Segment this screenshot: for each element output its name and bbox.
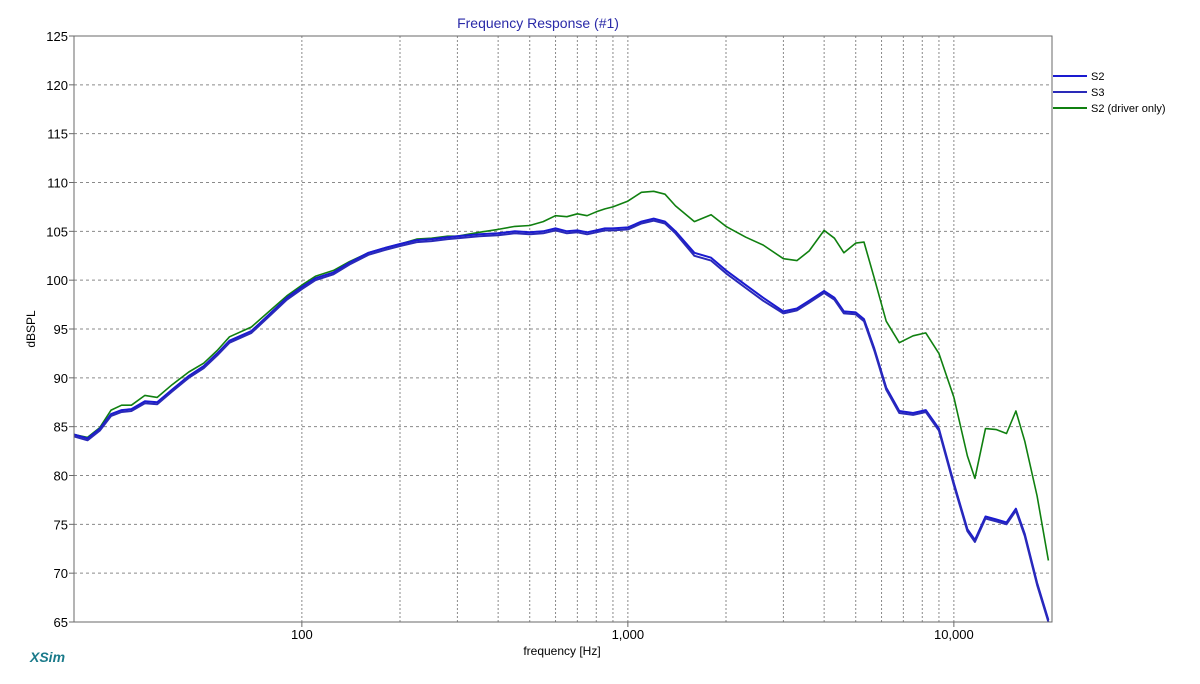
chart-title: Frequency Response (#1) xyxy=(457,15,619,31)
series-line-s2 xyxy=(73,217,1050,621)
y-axis-label: dBSPL xyxy=(24,310,38,348)
x-tick-labels: 100 1,000 10,000 xyxy=(291,627,974,642)
y-tick-label-75: 75 xyxy=(54,517,68,532)
series-layer xyxy=(73,190,1050,623)
y-tick-label-90: 90 xyxy=(54,371,68,386)
x-axis-label: frequency [Hz] xyxy=(523,644,600,658)
y-tick-label-110: 110 xyxy=(47,176,68,191)
y-tick-label-105: 105 xyxy=(46,224,68,239)
y-tick-label-80: 80 xyxy=(54,469,68,484)
xsim-brand-logo: XSim xyxy=(29,649,65,665)
legend-label-s2-driver-only: S2 (driver only) xyxy=(1091,103,1166,115)
y-tick-labels: 65 70 75 80 85 90 95 100 105 110 115 120 125 xyxy=(46,29,68,630)
y-tick-label-100: 100 xyxy=(46,273,68,288)
y-tick-label-70: 70 xyxy=(54,566,68,581)
legend-label-s2: S2 xyxy=(1091,71,1104,83)
x-tick-label-10000: 10,000 xyxy=(934,627,974,642)
x-tick-label-1000: 1,000 xyxy=(612,627,645,642)
series-line-s3 xyxy=(73,219,1050,623)
y-tick-label-95: 95 xyxy=(54,322,68,337)
plot-border xyxy=(73,35,1053,623)
y-tick-label-65: 65 xyxy=(54,615,68,630)
y-tick-label-85: 85 xyxy=(54,420,68,435)
series-line-s2-driver-only xyxy=(73,190,1050,561)
grid-layer xyxy=(69,35,1052,627)
y-tick-label-125: 125 xyxy=(46,29,68,44)
x-tick-label-100: 100 xyxy=(291,627,313,642)
y-tick-label-120: 120 xyxy=(46,78,68,93)
legend-label-s3: S3 xyxy=(1091,87,1104,99)
legend: S2 S3 S2 (driver only) xyxy=(1053,71,1166,115)
y-tick-label-115: 115 xyxy=(47,127,68,142)
